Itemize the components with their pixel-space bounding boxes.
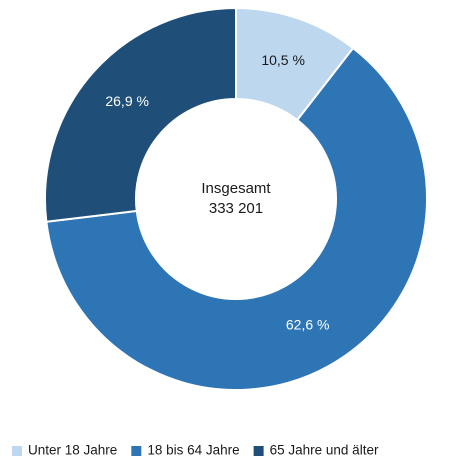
legend-swatch	[253, 446, 264, 456]
center-label: 333 201	[209, 200, 263, 217]
donut-slice	[45, 46, 428, 391]
donut-slice	[44, 6, 237, 223]
center-label: Insgesamt	[201, 180, 271, 197]
data-label: 26,9 %	[105, 93, 149, 109]
legend-swatch	[12, 446, 22, 456]
legend-swatch	[131, 446, 142, 456]
data-label: 10,5 %	[261, 52, 305, 68]
data-label: 62,6 %	[286, 316, 330, 332]
legend-label: 65 Jahre und älter	[270, 443, 379, 458]
legend-label: Unter 18 Jahre	[28, 443, 117, 458]
legend-label: 18 bis 64 Jahre	[147, 443, 239, 458]
